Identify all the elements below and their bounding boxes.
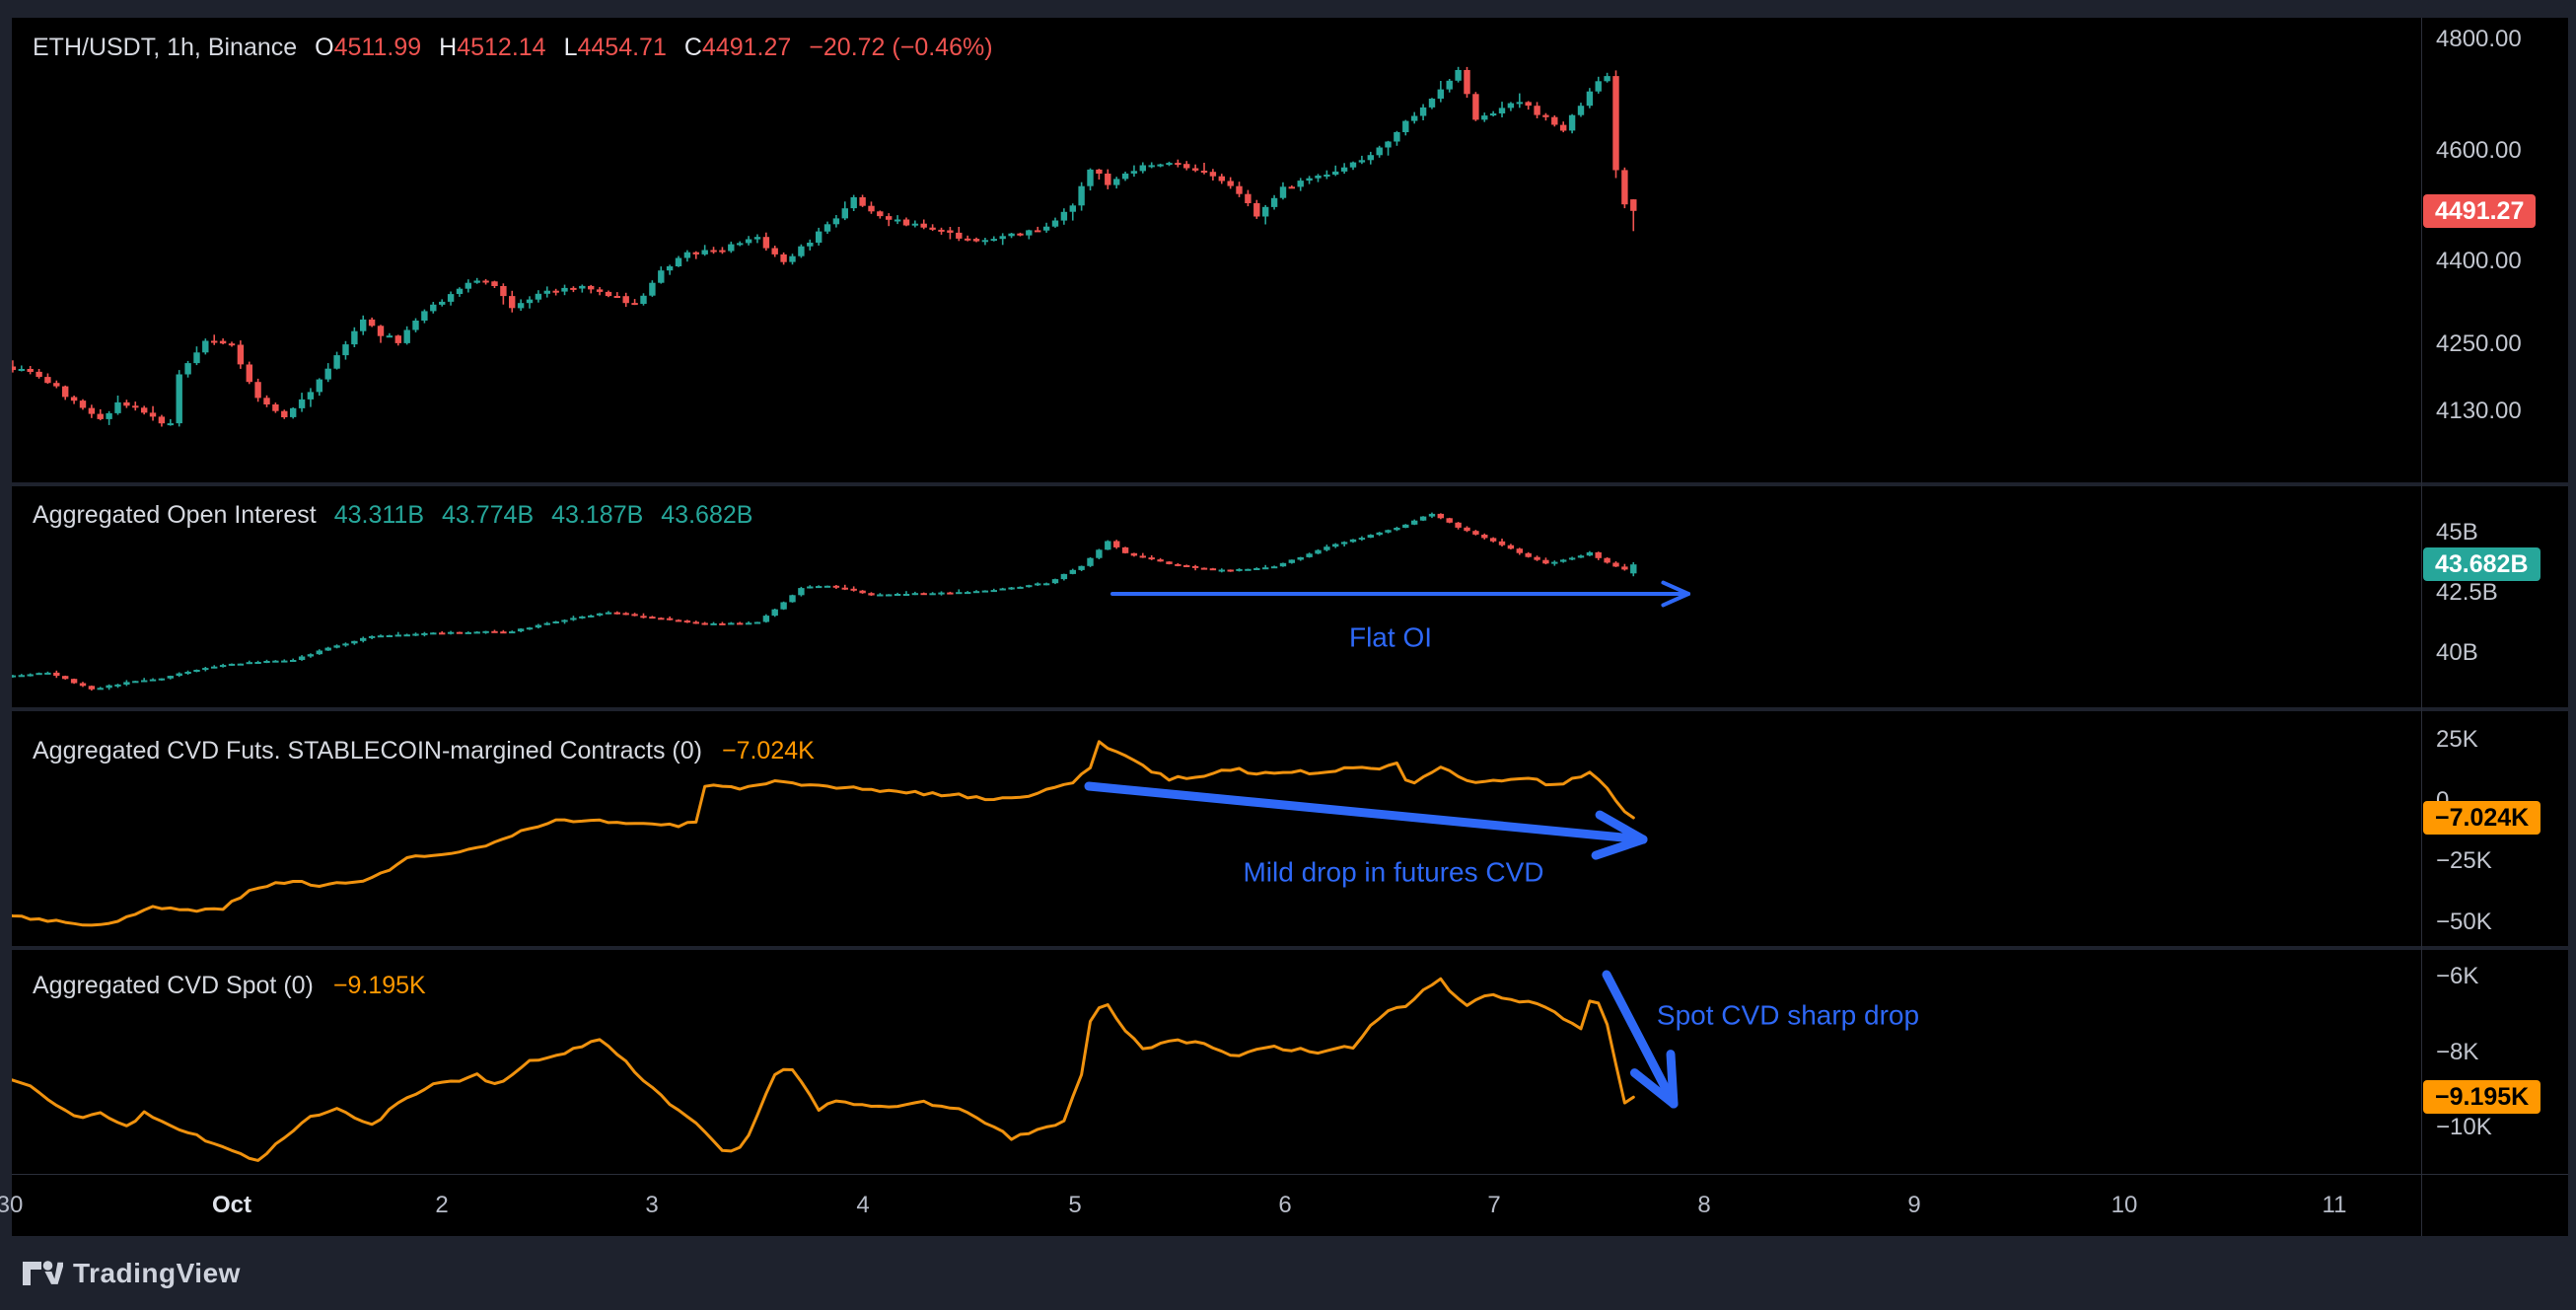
cvd-futures-value: −7.024K bbox=[721, 737, 815, 764]
tradingview-logo-icon bbox=[23, 1260, 63, 1285]
price-scale-tick-cvd_fut: 25K bbox=[2436, 726, 2478, 753]
last-value-badge-cvd_spot: −9.195K bbox=[2423, 1080, 2541, 1114]
open-interest-candles-series[interactable] bbox=[1, 512, 1637, 691]
annotation-arrow[interactable] bbox=[1602, 970, 1679, 1109]
legend-cvd-spot[interactable]: Aggregated CVD Spot (0) −9.195K bbox=[33, 972, 426, 1000]
annotation-text[interactable]: Spot CVD sharp drop bbox=[1657, 999, 1919, 1030]
price-change: −20.72 (−0.46%) bbox=[809, 34, 993, 61]
time-axis-tick[interactable]: 9 bbox=[1907, 1192, 1921, 1218]
price-scale-tick-price: 4250.00 bbox=[2436, 330, 2522, 357]
price-scale-tick-price: 4400.00 bbox=[2436, 248, 2522, 274]
ohlc-open: O4511.99 bbox=[315, 34, 422, 61]
ohlc-high: H4512.14 bbox=[439, 34, 546, 61]
time-axis-separator bbox=[12, 1174, 2568, 1175]
indicator-title[interactable]: Aggregated Open Interest bbox=[33, 501, 317, 529]
annotation-text[interactable]: Mild drop in futures CVD bbox=[1243, 856, 1543, 887]
time-axis-tick[interactable]: 4 bbox=[856, 1192, 870, 1218]
time-axis-tick[interactable]: 7 bbox=[1487, 1192, 1501, 1218]
price-scale-tick-cvd_fut: −50K bbox=[2436, 909, 2492, 935]
price-scale-tick-price: 4800.00 bbox=[2436, 26, 2522, 52]
panel-divider[interactable] bbox=[0, 482, 2576, 486]
price-scale-tick-oi: 40B bbox=[2436, 639, 2478, 666]
ohlc-close: C4491.27 bbox=[683, 34, 792, 61]
bottom-attribution-bar: TradingView bbox=[0, 1236, 2576, 1310]
time-axis-tick[interactable]: 3 bbox=[645, 1192, 659, 1218]
time-axis-tick[interactable]: 8 bbox=[1697, 1192, 1711, 1218]
price-candles-series[interactable] bbox=[1, 66, 1637, 427]
last-value-badge-cvd_fut: −7.024K bbox=[2423, 801, 2541, 835]
indicator-title[interactable]: Aggregated CVD Futs. STABLECOIN-margined… bbox=[33, 737, 702, 764]
time-axis-tick[interactable]: 6 bbox=[1278, 1192, 1292, 1218]
price-scale-tick-cvd_spot: −6K bbox=[2436, 963, 2479, 989]
oi-value-high: 43.774B bbox=[442, 501, 535, 529]
tradingview-logo-text: TradingView bbox=[73, 1257, 241, 1288]
chart-plot-background bbox=[12, 18, 2568, 1236]
last-value-badge-price: 4491.27 bbox=[2423, 194, 2537, 228]
cvd-spot-value: −9.195K bbox=[332, 972, 426, 999]
price-scale-tick-oi: 42.5B bbox=[2436, 579, 2498, 606]
time-axis-tick[interactable]: 30 bbox=[0, 1192, 24, 1218]
panel-divider[interactable] bbox=[0, 707, 2576, 711]
time-axis-tick[interactable]: 5 bbox=[1068, 1192, 1082, 1218]
price-scale-tick-price: 4130.00 bbox=[2436, 398, 2522, 424]
price-scale-tick-price: 4600.00 bbox=[2436, 137, 2522, 164]
chart-canvas[interactable]: Flat OI Mild drop in futures CVD Spot CVD … bbox=[0, 0, 2576, 1236]
time-axis-tick[interactable]: 10 bbox=[2111, 1192, 2138, 1218]
panel-divider[interactable] bbox=[0, 946, 2576, 950]
cvd-futures-line-series[interactable] bbox=[4, 740, 1635, 927]
legend-price[interactable]: ETH/USDT, 1h, Binance O4511.99 H4512.14 … bbox=[33, 34, 993, 62]
annotation-text[interactable]: Flat OI bbox=[1349, 621, 1432, 652]
cvd-spot-line-series[interactable] bbox=[4, 977, 1635, 1162]
oi-value-open: 43.311B bbox=[333, 501, 424, 529]
annotation-arrow[interactable] bbox=[1110, 580, 1690, 608]
price-scale-tick-oi: 45B bbox=[2436, 519, 2478, 546]
last-value-badge-oi: 43.682B bbox=[2423, 547, 2540, 581]
legend-cvd-futures[interactable]: Aggregated CVD Futs. STABLECOIN-margined… bbox=[33, 737, 815, 765]
drawing-annotations[interactable]: Flat OI Mild drop in futures CVD Spot CVD … bbox=[1084, 580, 1919, 1109]
time-axis-tick[interactable]: 11 bbox=[2322, 1192, 2347, 1218]
price-scale-tick-cvd_spot: −10K bbox=[2436, 1114, 2492, 1140]
ohlc-low: L4454.71 bbox=[563, 34, 667, 61]
price-scale-separator[interactable] bbox=[2421, 18, 2422, 1236]
tradingview-logo-link[interactable]: TradingView bbox=[22, 1258, 241, 1289]
time-axis-tick[interactable]: Oct bbox=[211, 1192, 252, 1218]
oi-value-low: 43.187B bbox=[551, 501, 644, 529]
time-axis-tick[interactable]: 2 bbox=[435, 1192, 449, 1218]
annotation-arrow[interactable] bbox=[1084, 781, 1648, 860]
price-scale-tick-cvd_spot: −8K bbox=[2436, 1039, 2479, 1065]
indicator-title[interactable]: Aggregated CVD Spot (0) bbox=[33, 972, 314, 999]
price-scale-tick-cvd_fut: −25K bbox=[2436, 847, 2492, 874]
symbol-title[interactable]: ETH/USDT, 1h, Binance bbox=[33, 34, 298, 61]
legend-open-interest[interactable]: Aggregated Open Interest 43.311B 43.774B… bbox=[33, 501, 752, 530]
oi-value-close: 43.682B bbox=[661, 501, 753, 529]
